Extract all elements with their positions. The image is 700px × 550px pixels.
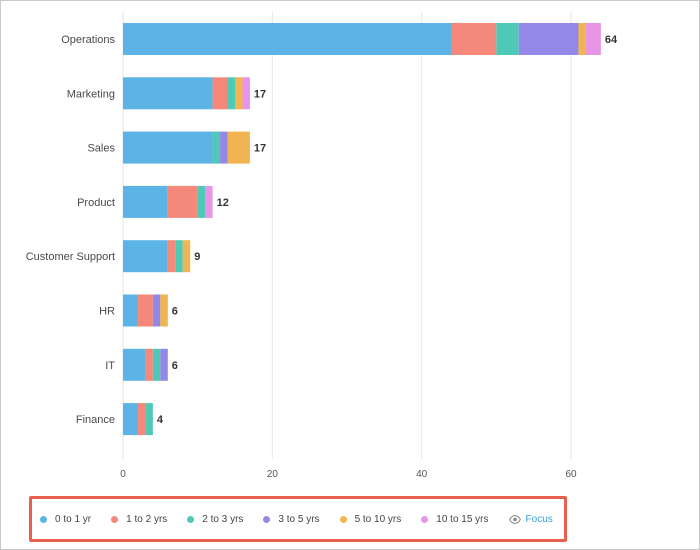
- category-label: Sales: [87, 143, 115, 155]
- legend-label: 10 to 15 yrs: [436, 513, 489, 525]
- legend-item[interactable]: 5 to 10 yrs: [339, 513, 402, 525]
- category-label: Operations: [61, 34, 115, 46]
- legend-swatch: [111, 515, 119, 523]
- category-label: Marketing: [67, 88, 115, 100]
- bar-segment[interactable]: [220, 131, 228, 164]
- bar-segment[interactable]: [123, 77, 213, 110]
- bar-segment[interactable]: [227, 131, 250, 164]
- eye-icon: [508, 514, 521, 524]
- total-label: 6: [172, 360, 178, 372]
- bar-segment[interactable]: [518, 23, 579, 55]
- category-label: Finance: [76, 414, 115, 426]
- bar-segment[interactable]: [137, 403, 146, 436]
- legend-label: 0 to 1 yr: [55, 513, 92, 525]
- legend-item[interactable]: 1 to 2 yrs: [111, 514, 167, 525]
- bar-segment[interactable]: [160, 348, 168, 381]
- legend-label: 5 to 10 yrs: [354, 513, 402, 525]
- total-label: 4: [157, 414, 164, 426]
- bar-segment[interactable]: [212, 77, 228, 110]
- category-label: Product: [77, 197, 115, 209]
- legend-swatch: [421, 515, 429, 523]
- bar-segment[interactable]: [123, 240, 168, 273]
- focus-button[interactable]: Focus: [508, 513, 553, 525]
- bar-segment[interactable]: [145, 348, 153, 381]
- legend-swatch: [187, 515, 195, 523]
- focus-label: Focus: [525, 513, 553, 525]
- x-tick-label: 60: [565, 469, 577, 480]
- total-label: 17: [254, 88, 266, 100]
- bar-segment[interactable]: [123, 403, 138, 436]
- bar-segment[interactable]: [137, 294, 153, 327]
- bar-segment[interactable]: [123, 23, 452, 55]
- bar-segment[interactable]: [451, 23, 497, 55]
- bar-segment[interactable]: [496, 23, 519, 55]
- bar-segment[interactable]: [152, 294, 161, 327]
- bar-segment[interactable]: [212, 131, 221, 164]
- bar-segment[interactable]: [167, 240, 176, 273]
- legend-item[interactable]: 2 to 3 yrs: [187, 514, 243, 525]
- bar-segment[interactable]: [182, 240, 191, 273]
- bar-segment[interactable]: [167, 185, 198, 218]
- legend-label: 1 to 2 yrs: [126, 513, 168, 525]
- x-tick-label: 20: [267, 469, 279, 480]
- bar-segment[interactable]: [585, 23, 601, 55]
- total-label: 17: [254, 143, 266, 155]
- bar-segment[interactable]: [145, 403, 153, 436]
- legend-item[interactable]: 10 to 15 yrs: [421, 513, 489, 525]
- total-label: 64: [605, 34, 618, 46]
- bar-segment[interactable]: [123, 185, 168, 218]
- bar-segment[interactable]: [123, 294, 138, 327]
- bar-segment[interactable]: [242, 77, 250, 110]
- bar-segment[interactable]: [152, 348, 161, 381]
- legend: 0 to 1 yr 1 to 2 yrs 2 to 3 yrs 3 to 5 yrs 5…: [29, 496, 567, 542]
- total-label: 12: [217, 197, 229, 209]
- bar-segment[interactable]: [123, 131, 213, 164]
- legend-item[interactable]: 0 to 1 yr: [40, 514, 91, 525]
- legend-label: 3 to 5 yrs: [278, 513, 320, 525]
- bar-segment[interactable]: [227, 77, 235, 110]
- x-tick-label: 40: [416, 469, 428, 480]
- x-tick-label: 0: [120, 469, 126, 480]
- category-label: IT: [105, 360, 115, 372]
- category-label: HR: [99, 306, 115, 318]
- legend-label: 2 to 3 yrs: [202, 513, 244, 525]
- bar-segment[interactable]: [160, 294, 168, 327]
- total-label: 6: [172, 306, 178, 318]
- bar-segment[interactable]: [197, 185, 206, 218]
- bar-segment[interactable]: [578, 23, 586, 55]
- bar-segment[interactable]: [205, 185, 213, 218]
- legend-swatch: [339, 515, 347, 523]
- bar-segment[interactable]: [235, 77, 243, 110]
- category-label: Customer Support: [26, 251, 115, 263]
- bar-segment[interactable]: [123, 348, 146, 381]
- legend-swatch: [263, 515, 271, 523]
- legend-item[interactable]: 3 to 5 yrs: [263, 513, 320, 525]
- total-label: 9: [194, 251, 200, 263]
- bar-segment[interactable]: [175, 240, 183, 273]
- legend-swatch: [40, 515, 47, 523]
